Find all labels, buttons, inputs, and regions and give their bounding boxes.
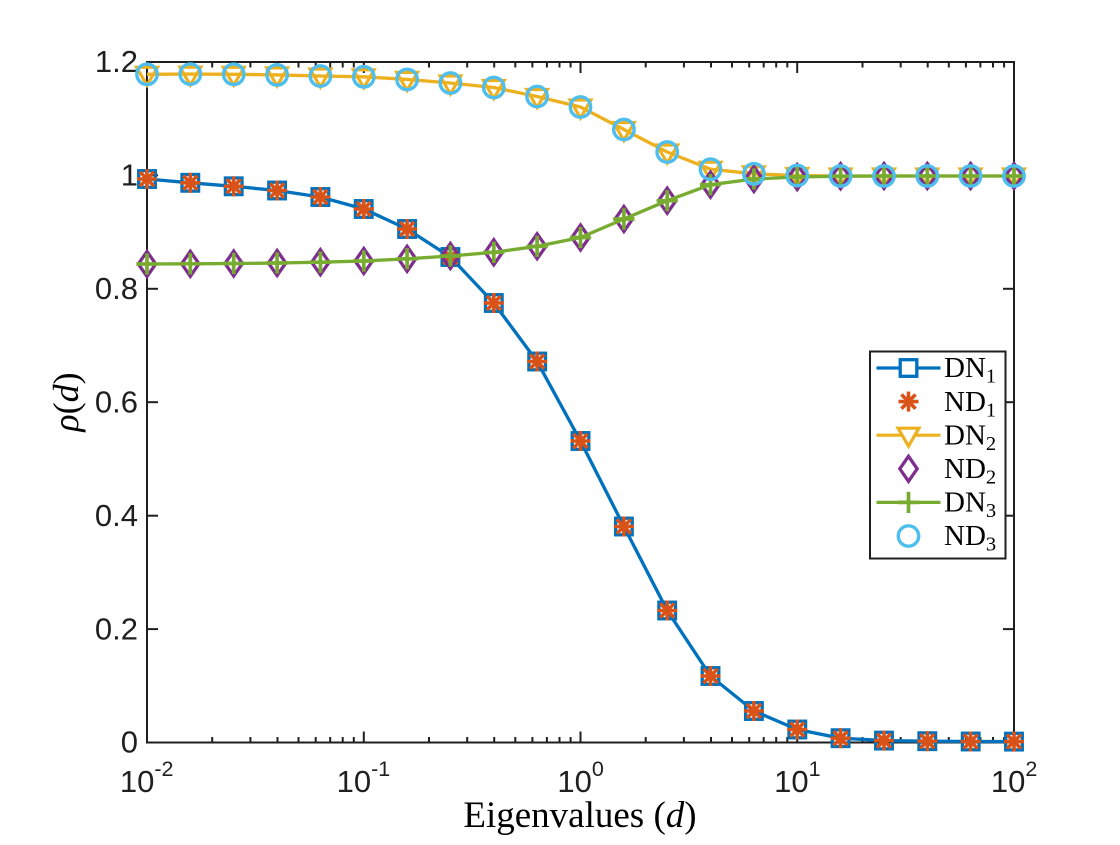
svg-text:-1: -1 — [371, 757, 390, 781]
svg-text:0.2: 0.2 — [95, 611, 138, 646]
svg-text:10: 10 — [774, 764, 808, 799]
svg-text:0: 0 — [121, 725, 138, 760]
svg-text:1: 1 — [121, 158, 138, 193]
svg-text:1: 1 — [809, 757, 821, 781]
svg-text:10: 10 — [337, 764, 371, 799]
svg-text:Eigenvalues (d): Eigenvalues (d) — [463, 795, 696, 836]
svg-text:2: 2 — [1025, 757, 1037, 781]
svg-text:10: 10 — [120, 764, 154, 799]
svg-text:ρ(d): ρ(d) — [46, 372, 86, 432]
svg-text:0: 0 — [592, 757, 604, 781]
svg-text:0.4: 0.4 — [95, 498, 138, 533]
svg-text:-2: -2 — [154, 757, 173, 781]
svg-text:10: 10 — [557, 764, 591, 799]
svg-text:10: 10 — [991, 764, 1025, 799]
svg-text:1.2: 1.2 — [95, 44, 138, 79]
svg-text:0.6: 0.6 — [95, 384, 138, 419]
svg-text:0.8: 0.8 — [95, 271, 138, 306]
svg-text:DN1: DN1 — [944, 352, 996, 388]
